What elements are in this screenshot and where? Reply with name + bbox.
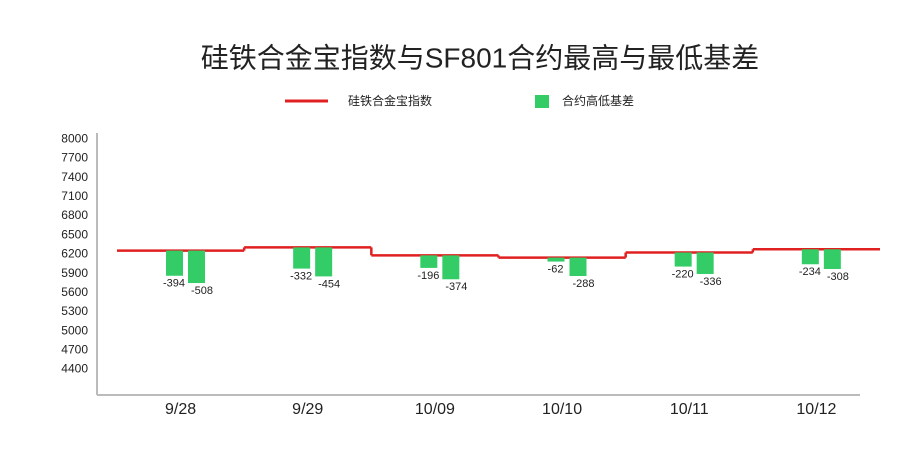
x-tick-label: 9/29 — [292, 401, 323, 418]
data-label: -332 — [290, 271, 312, 283]
y-tick-label: 6200 — [61, 247, 88, 261]
basis-bar — [442, 255, 460, 280]
basis-bar — [293, 247, 311, 269]
basis-bar — [420, 255, 438, 268]
data-label: -234 — [799, 266, 821, 278]
basis-bar — [674, 252, 692, 267]
x-tick-label: 10/11 — [670, 401, 709, 418]
basis-bar — [188, 250, 205, 284]
y-tick-label: 4700 — [61, 342, 88, 356]
y-tick-label: 7400 — [61, 170, 88, 184]
basis-bar — [801, 249, 819, 265]
basis-bar — [547, 257, 565, 262]
y-tick-label: 5000 — [61, 323, 88, 337]
y-tick-label: 6500 — [61, 227, 88, 241]
data-label: -196 — [417, 270, 439, 282]
data-label: -62 — [548, 263, 564, 275]
basis-bar — [315, 247, 333, 277]
data-label: -220 — [672, 268, 694, 280]
x-tick-label: 9/28 — [165, 401, 196, 418]
y-tick-label: 6800 — [61, 208, 88, 222]
x-tick-label: 10/09 — [415, 401, 455, 418]
x-tick-label: 10/12 — [796, 401, 836, 418]
data-label: -288 — [572, 278, 594, 290]
data-label: -508 — [191, 285, 213, 297]
data-label: -374 — [445, 281, 467, 293]
y-tick-label: 5900 — [61, 266, 88, 280]
basis-bar — [166, 250, 183, 276]
legend-label: 硅铁合金宝指数 — [348, 93, 432, 108]
basis-bar — [823, 249, 841, 269]
y-tick-label: 5300 — [61, 304, 88, 318]
y-tick-label: 7100 — [61, 189, 88, 203]
chart-title: 硅铁合金宝指数与SF801合约最高与最低基差 — [201, 42, 760, 73]
y-tick-label: 5600 — [61, 285, 88, 299]
basis-bar — [696, 252, 714, 274]
legend-label: 合约高低基差 — [562, 93, 634, 108]
y-tick-label: 8000 — [61, 132, 88, 146]
y-tick-label: 7700 — [61, 151, 88, 165]
data-label: -336 — [700, 276, 722, 288]
data-label: -394 — [163, 278, 185, 290]
basis-bar — [569, 257, 587, 277]
y-tick-label: 4400 — [61, 362, 88, 376]
x-tick-label: 10/10 — [542, 401, 582, 418]
legend-swatch — [535, 95, 549, 108]
data-label: -308 — [827, 271, 849, 283]
data-label: -454 — [318, 278, 340, 290]
